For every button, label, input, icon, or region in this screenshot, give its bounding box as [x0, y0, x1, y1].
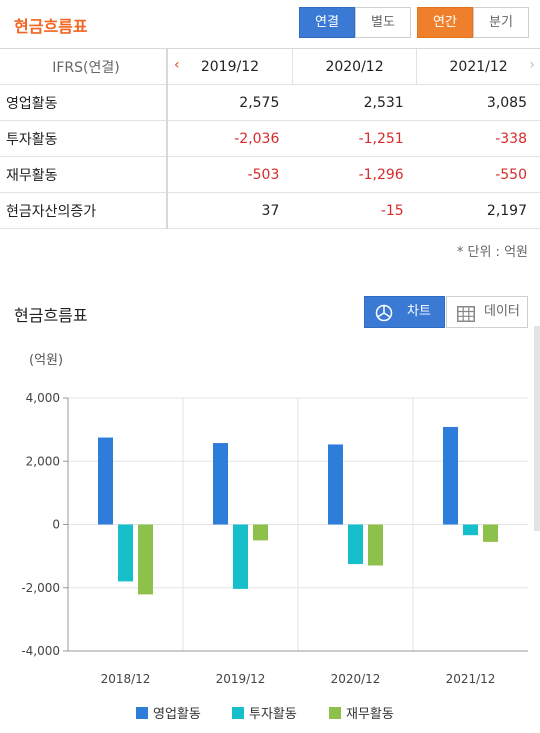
table-cell: 2,197	[416, 192, 540, 229]
year-label: 2021/12	[449, 58, 508, 75]
scrollbar[interactable]	[534, 326, 540, 531]
plot-area: 4,000 2,000 0 -2,000 -4,000 2018/12 2019/12 202…	[21, 391, 528, 686]
bar	[253, 524, 268, 541]
table-cell: -15	[292, 192, 417, 229]
y-tick-label: 4,000	[26, 391, 60, 405]
y-tick-label: 2,000	[26, 454, 60, 468]
y-tick-label: -2,000	[21, 581, 60, 595]
x-tick-label: 2020/12	[331, 672, 381, 686]
row-label: 재무활동	[0, 156, 168, 193]
year-header: ‹ 2019/12	[166, 48, 293, 85]
table-head-label: IFRS(연결)	[0, 48, 168, 85]
y-axis-label: (억원)	[29, 353, 63, 368]
table-cell: -550	[416, 156, 540, 193]
legend-swatch	[232, 707, 244, 719]
bar	[463, 524, 478, 536]
legend-label: 영업활동	[153, 707, 201, 722]
page-header: 현금흐름표 연결 별도 연간 분기	[0, 0, 540, 46]
unit-note: * 단위 : 억원	[456, 245, 528, 260]
tab-separate[interactable]: 별도	[355, 7, 411, 38]
x-tick-label: 2018/12	[101, 672, 151, 686]
bar	[98, 437, 113, 525]
legend-label: 투자활동	[249, 707, 297, 722]
table-row: 현금자산의증가 37 -15 2,197	[0, 192, 540, 229]
table-cell: -2,036	[167, 120, 293, 157]
bar	[328, 444, 343, 525]
table-cell: 2,531	[292, 84, 417, 121]
chart-section-title: 현금흐름표	[14, 306, 88, 325]
bar	[483, 524, 498, 542]
year-header: 2020/12	[291, 48, 417, 85]
legend-swatch	[136, 707, 148, 719]
chart-toggle-button[interactable]: 차트	[364, 296, 445, 328]
year-label: 2019/12	[200, 58, 260, 75]
pie-chart-icon	[375, 304, 393, 334]
year-label: 2020/12	[325, 58, 384, 75]
table-cell: -1,296	[292, 156, 417, 193]
chart-toggle-label: 차트	[407, 304, 431, 319]
legend-swatch	[329, 707, 341, 719]
y-tick-label: -4,000	[21, 644, 60, 658]
table-cell: 2,575	[167, 84, 293, 121]
bar	[138, 524, 153, 595]
bar	[233, 524, 248, 589]
table-row: 재무활동 -503 -1,296 -550	[0, 156, 540, 193]
row-label: 현금자산의증가	[0, 192, 168, 229]
bar	[348, 524, 363, 565]
tab-quarterly[interactable]: 분기	[473, 7, 529, 38]
table-cell: 3,085	[416, 84, 540, 121]
next-arrow-icon[interactable]: ›	[529, 57, 535, 73]
table-cell: -1,251	[292, 120, 417, 157]
data-toggle-label: 데이터	[484, 304, 520, 319]
y-tick-label: 0	[52, 518, 60, 532]
tab-annual[interactable]: 연간	[417, 7, 473, 38]
tab-consolidated[interactable]: 연결	[299, 7, 355, 38]
table-grid-icon	[457, 304, 475, 334]
table-row: 영업활동 2,575 2,531 3,085	[0, 84, 540, 121]
row-label: 영업활동	[0, 84, 168, 121]
row-label: 투자활동	[0, 120, 168, 157]
table-cell: -338	[416, 120, 540, 157]
table-row: 투자활동 -2,036 -1,251 -338	[0, 120, 540, 157]
table-cell: 37	[167, 192, 293, 229]
legend-label: 재무활동	[346, 707, 394, 722]
table-header-row: IFRS(연결) ‹ 2019/12 2020/12 2021/12 ›	[0, 48, 540, 85]
page-title: 현금흐름표	[14, 17, 88, 36]
bar	[443, 426, 458, 525]
bar	[118, 524, 133, 582]
x-tick-label: 2019/12	[216, 672, 266, 686]
bar	[213, 443, 228, 525]
bar	[368, 524, 383, 566]
chart-legend: 영업활동 투자활동 재무활동	[136, 707, 394, 722]
cashflow-table: IFRS(연결) ‹ 2019/12 2020/12 2021/12 › 영업활…	[0, 48, 540, 229]
data-toggle-button[interactable]: 데이터	[446, 296, 528, 328]
x-tick-label: 2021/12	[446, 672, 496, 686]
year-header: 2021/12 ›	[416, 48, 540, 85]
prev-arrow-icon[interactable]: ‹	[174, 57, 180, 73]
table-cell: -503	[167, 156, 293, 193]
